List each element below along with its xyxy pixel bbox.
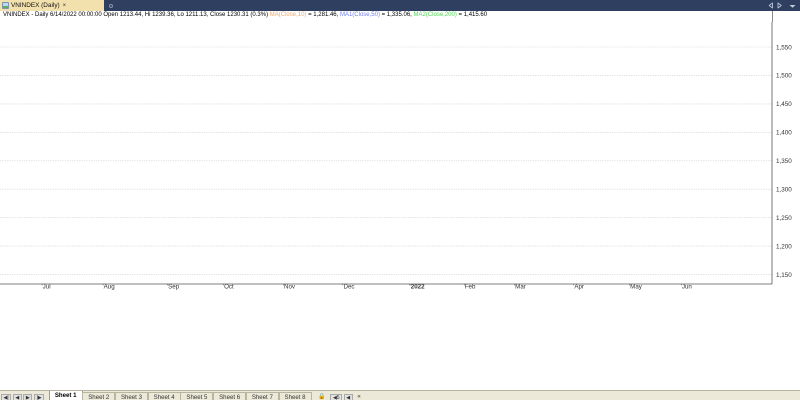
svg-text:'2022: '2022 <box>409 284 425 291</box>
svg-text:1,350: 1,350 <box>776 158 792 165</box>
svg-text:'Jul: 'Jul <box>42 284 51 291</box>
svg-text:'Sep: 'Sep <box>167 284 180 291</box>
svg-text:'Dec: 'Dec <box>342 284 354 291</box>
svg-text:'Nov: 'Nov <box>283 284 296 291</box>
svg-text:1,150: 1,150 <box>776 272 792 279</box>
svg-text:'Apr: 'Apr <box>573 284 584 291</box>
svg-text:'Oct: 'Oct <box>223 284 234 291</box>
svg-text:'Mar: 'Mar <box>514 284 526 291</box>
svg-text:1,400: 1,400 <box>776 130 792 137</box>
svg-text:1,550: 1,550 <box>776 44 792 51</box>
svg-text:1,300: 1,300 <box>776 187 792 194</box>
svg-text:'Jun: 'Jun <box>681 284 693 291</box>
svg-text:'Aug: 'Aug <box>103 284 116 291</box>
svg-text:'Feb: 'Feb <box>464 284 476 291</box>
svg-text:1,450: 1,450 <box>776 101 792 108</box>
svg-text:'May: 'May <box>629 284 643 291</box>
svg-text:1,500: 1,500 <box>776 73 792 80</box>
svg-text:1,250: 1,250 <box>776 215 792 222</box>
svg-text:1,200: 1,200 <box>776 243 792 250</box>
